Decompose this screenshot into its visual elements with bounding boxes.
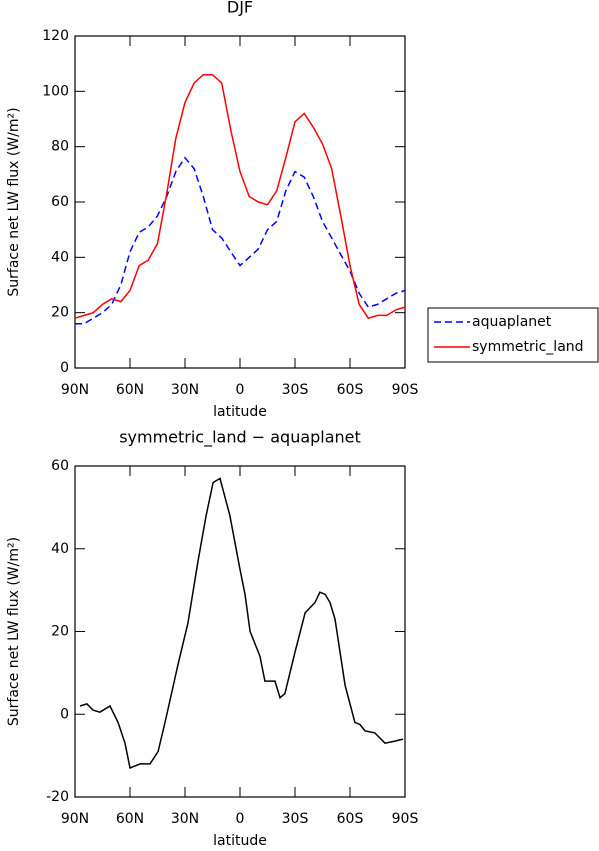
data-line bbox=[74, 73, 406, 320]
y-axis-label: Surface net LW flux (W/m²) bbox=[6, 537, 22, 726]
y-tick-label: 0 bbox=[60, 706, 69, 722]
legend-label: symmetric_land bbox=[472, 339, 584, 355]
plot-frame bbox=[74, 35, 406, 369]
x-tick-label: 60N bbox=[116, 811, 144, 827]
x-tick-label: 30N bbox=[171, 382, 199, 398]
x-tick-label: 0 bbox=[236, 811, 245, 827]
y-tick-label: 40 bbox=[51, 249, 69, 265]
y-tick-label: -20 bbox=[46, 789, 69, 805]
x-tick-label: 90S bbox=[392, 382, 419, 398]
plot-frame bbox=[74, 465, 406, 798]
y-tick-label: 0 bbox=[60, 360, 69, 376]
legend-label: aquaplanet bbox=[472, 314, 552, 330]
y-tick-label: 120 bbox=[42, 28, 69, 44]
x-tick-label: 60N bbox=[116, 382, 144, 398]
y-axis-label: Surface net LW flux (W/m²) bbox=[6, 107, 22, 296]
y-tick-label: 100 bbox=[42, 83, 69, 99]
x-tick-label: 30S bbox=[282, 811, 309, 827]
x-tick-label: 60S bbox=[337, 811, 364, 827]
x-tick-label: 90N bbox=[61, 811, 89, 827]
x-tick-label: 30N bbox=[171, 811, 199, 827]
y-tick-label: 20 bbox=[51, 305, 69, 321]
y-tick-label: 20 bbox=[51, 624, 69, 640]
x-axis-label: latitude bbox=[213, 833, 267, 849]
data-line bbox=[79, 477, 404, 770]
y-tick-label: 40 bbox=[51, 541, 69, 557]
chart-title: symmetric_land − aquaplanet bbox=[119, 428, 361, 448]
y-tick-label: 80 bbox=[51, 139, 69, 155]
legend-box bbox=[427, 307, 599, 363]
x-axis-label: latitude bbox=[213, 404, 267, 420]
y-tick-label: 60 bbox=[51, 458, 69, 474]
y-tick-label: 60 bbox=[51, 194, 69, 210]
data-line bbox=[75, 156, 406, 325]
x-tick-label: 60S bbox=[337, 382, 364, 398]
x-tick-label: 0 bbox=[236, 382, 245, 398]
chart-title: DJF bbox=[227, 0, 253, 17]
x-tick-label: 30S bbox=[282, 382, 309, 398]
x-tick-label: 90N bbox=[61, 382, 89, 398]
x-tick-label: 90S bbox=[392, 811, 419, 827]
